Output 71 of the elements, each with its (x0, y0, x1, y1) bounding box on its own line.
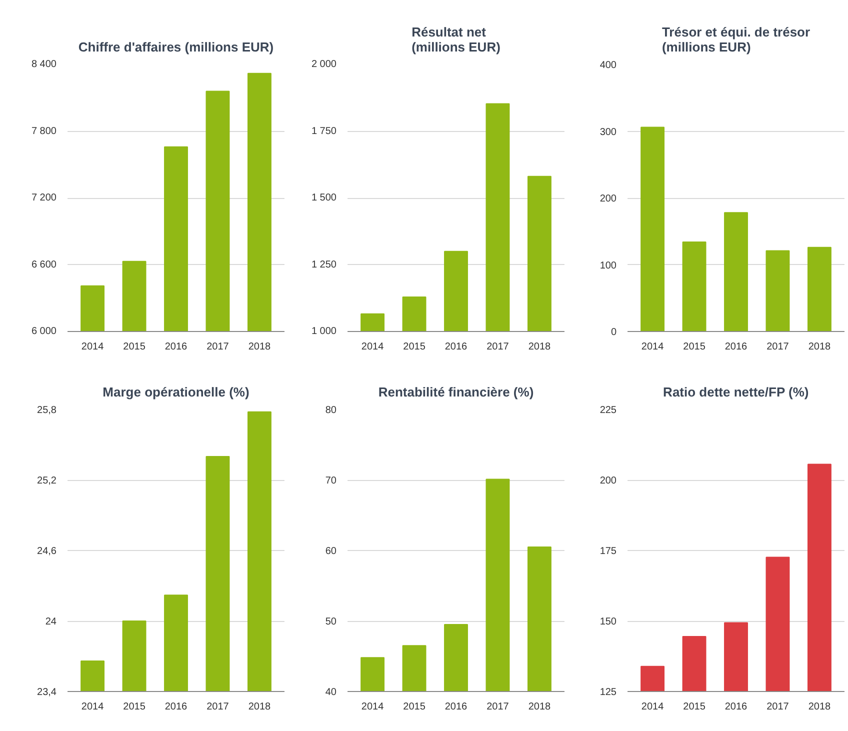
y-tick-label: 50 (325, 616, 337, 628)
x-tick-label: 2014 (361, 702, 384, 712)
y-tick-label: 150 (600, 616, 617, 628)
y-tick-label: 70 (325, 476, 337, 486)
x-tick-label: 2016 (724, 342, 748, 352)
chart-title: Résultat net (millions EUR) (412, 24, 500, 54)
x-tick-label: 2016 (444, 342, 468, 352)
x-tick-label: 2018 (248, 702, 272, 712)
y-tick-label: 24,6 (37, 546, 57, 557)
bar (766, 250, 790, 332)
y-tick-label: 7 200 (31, 192, 57, 204)
y-tick-label: 200 (600, 476, 617, 486)
x-tick-label: 2014 (641, 342, 664, 352)
chart-title: Marge opérationelle (%) (102, 384, 250, 400)
y-tick-label: 1 500 (311, 192, 337, 204)
y-tick-label: 1 000 (311, 326, 337, 337)
x-tick-label: 2014 (81, 342, 104, 352)
y-tick-label: 175 (600, 546, 617, 557)
x-tick-label: 2018 (528, 702, 552, 712)
x-tick-label: 2018 (808, 702, 832, 712)
y-tick-label: 1 250 (311, 259, 337, 270)
y-tick-label: 40 (325, 687, 337, 698)
bar (807, 246, 832, 332)
y-tick-label: 300 (600, 126, 617, 138)
x-tick-label: 2014 (361, 342, 384, 352)
x-tick-label: 2015 (123, 702, 146, 712)
y-tick-label: 80 (325, 405, 337, 416)
x-tick-label: 2017 (486, 702, 510, 712)
chart-title: Ratio dette nette/FP (%) (663, 384, 809, 400)
x-tick-label: 2017 (486, 342, 510, 352)
x-tick-label: 2014 (641, 702, 664, 712)
x-tick-label: 2018 (808, 342, 832, 352)
y-tick-label: 24 (45, 616, 57, 628)
bar (724, 212, 748, 332)
chart-title: Rentabilité financière (%) (378, 384, 534, 400)
y-tick-label: 400 (600, 60, 617, 71)
y-tick-label: 6 600 (31, 259, 57, 270)
x-tick-label: 2015 (683, 702, 706, 712)
y-tick-label: 2 000 (311, 59, 337, 70)
x-tick-label: 2015 (403, 342, 426, 352)
y-tick-label: 100 (600, 260, 617, 272)
x-tick-label: 2015 (683, 342, 706, 352)
x-tick-label: 2016 (724, 702, 748, 712)
y-tick-label: 225 (600, 405, 617, 416)
y-tick-label: 25,2 (37, 476, 57, 486)
y-tick-label: 60 (325, 546, 337, 557)
x-tick-label: 2016 (164, 342, 188, 352)
bar (682, 242, 706, 332)
y-tick-label: 125 (600, 687, 617, 698)
y-tick-label: 8 400 (31, 59, 57, 70)
y-tick-label: 0 (610, 327, 617, 338)
x-tick-label: 2017 (766, 342, 790, 352)
x-tick-label: 2017 (766, 702, 790, 712)
x-tick-label: 2018 (528, 342, 552, 352)
y-tick-label: 25,8 (37, 405, 57, 416)
x-tick-label: 2017 (206, 342, 230, 352)
x-tick-label: 2015 (123, 342, 146, 352)
y-tick-label: 23,4 (37, 687, 57, 698)
x-tick-label: 2017 (206, 702, 230, 712)
x-tick-label: 2015 (403, 702, 426, 712)
x-tick-label: 2016 (444, 702, 468, 712)
x-tick-label: 2016 (164, 702, 188, 712)
y-tick-label: 200 (600, 194, 617, 204)
y-tick-label: 7 800 (31, 126, 57, 137)
x-tick-label: 2014 (81, 702, 104, 712)
y-tick-label: 1 750 (311, 126, 337, 137)
chart-title: Chiffre d'affaires (millions EUR) (78, 40, 274, 54)
bar (640, 126, 665, 332)
x-tick-label: 2018 (248, 342, 272, 352)
y-tick-label: 6 000 (31, 326, 57, 337)
chart-title: Trésor et équi. de trésor (millions EUR) (662, 24, 810, 54)
